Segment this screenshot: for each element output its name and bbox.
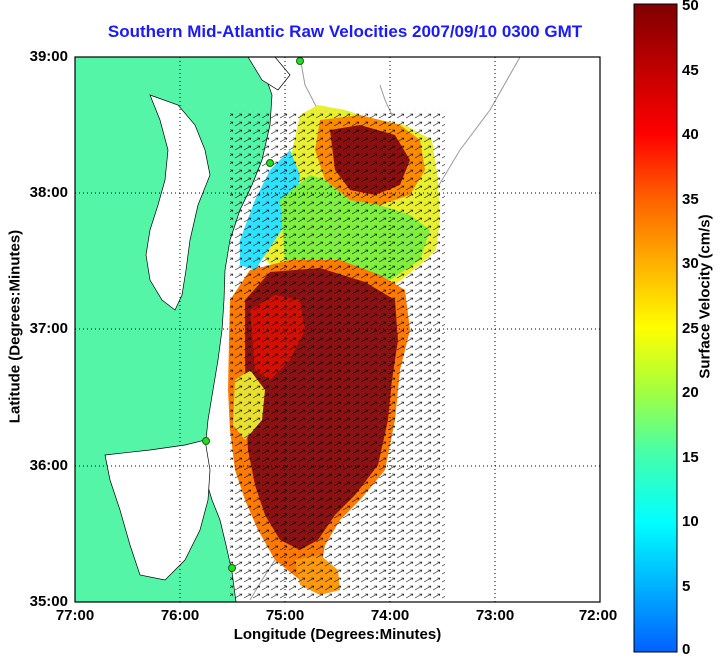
radar-stations: [202, 57, 304, 572]
velocity-vectors: [230, 110, 445, 600]
y-tick: 37:00: [29, 320, 68, 337]
delaware-bay: [247, 57, 291, 91]
y-tick: 39:00: [29, 48, 68, 65]
map-title: Southern Mid-Atlantic Raw Velocities 200…: [107, 22, 583, 41]
x-tick: 72:00: [578, 607, 618, 624]
colorbar: [633, 3, 678, 653]
x-tick: 76:00: [160, 607, 200, 624]
station-marker: [228, 564, 236, 572]
x-tick: 74:00: [370, 607, 410, 624]
colorbar-tick: 20: [682, 384, 699, 401]
x-tick: 75:00: [265, 607, 305, 624]
colorbar-tick: 25: [682, 320, 699, 337]
plot-frame: [74, 56, 601, 603]
colorbar-tick: 40: [682, 126, 699, 143]
station-marker: [296, 57, 304, 65]
chesapeake-bay: [145, 94, 211, 311]
colorbar-tick: 45: [682, 62, 699, 79]
velocity-field: [228, 105, 445, 600]
x-tick: 73:00: [475, 607, 515, 624]
station-marker: [202, 437, 210, 445]
colorbar-tick: 15: [682, 449, 699, 466]
y-tick: 36:00: [29, 457, 68, 474]
pamlico-sound: [104, 439, 211, 581]
y-tick: 35:00: [29, 593, 68, 610]
colorbar-tick: 30: [682, 255, 699, 272]
x-tick: 77:00: [55, 607, 95, 624]
colorbar-tick: 5: [682, 578, 691, 595]
gridlines: [75, 57, 600, 602]
colorbar-tick: 35: [682, 191, 699, 208]
colorbar-tick: 50: [682, 0, 699, 14]
colorbar-tick: 0: [682, 641, 691, 658]
colorbar-tick: 10: [682, 513, 699, 530]
y-tick: 38:00: [29, 184, 68, 201]
y-axis-label: Latitude (Degrees:Minutes): [6, 229, 24, 424]
x-axis-label: Longitude (Degrees:Minutes): [233, 626, 442, 643]
colorbar-label: Surface Velocity (cm/s): [696, 214, 714, 379]
station-marker: [266, 159, 274, 167]
